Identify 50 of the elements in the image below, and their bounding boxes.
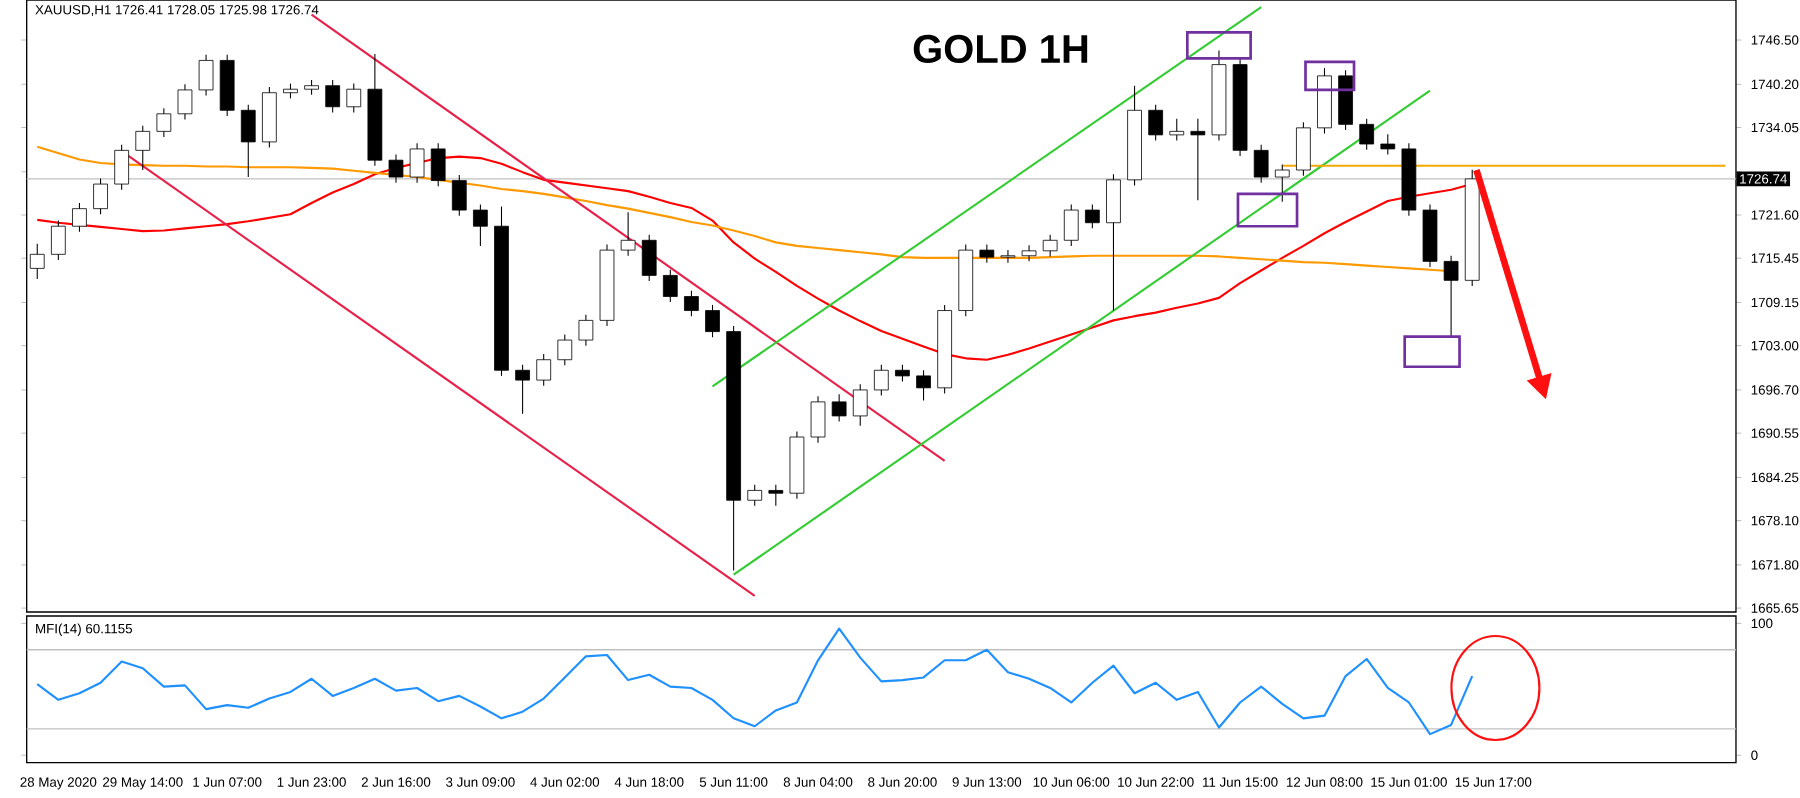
candlestick (873, 364, 889, 397)
candlestick (473, 203, 488, 247)
candlestick (1042, 234, 1058, 257)
candlestick (1148, 104, 1164, 142)
candlestick (325, 79, 341, 113)
text: GOLD 1H (913, 34, 1088, 64)
candlestick (177, 83, 193, 120)
candlestick (1084, 203, 1100, 229)
candlestick (156, 107, 172, 138)
candlestick (620, 211, 636, 257)
candlestick (684, 290, 699, 317)
candlestick (979, 243, 995, 264)
candlestick (1021, 244, 1037, 262)
candlestick (810, 395, 826, 444)
candlestick (1000, 249, 1016, 264)
candlestick (388, 154, 404, 184)
candlestick (451, 174, 467, 217)
candlestick (135, 125, 151, 171)
candlestick (1380, 133, 1396, 156)
candlestick (1169, 118, 1185, 142)
line-series (36, 627, 1474, 736)
candlestick (72, 202, 87, 233)
candlestick (430, 142, 446, 187)
candlestick (93, 177, 108, 215)
candlestick (1063, 203, 1079, 247)
candlestick (662, 269, 678, 303)
candlestick (114, 144, 130, 191)
candlestick (1106, 173, 1121, 312)
candlestick (578, 314, 594, 347)
candlestick (705, 304, 720, 338)
candlestick (557, 333, 573, 366)
candlestick (641, 234, 657, 282)
candlestick (1359, 118, 1375, 151)
candlestick (1296, 121, 1311, 177)
candlestick (852, 383, 868, 427)
candlestick (346, 83, 362, 113)
candlestick (536, 353, 552, 387)
candlestick (1253, 144, 1269, 184)
candlestick (768, 484, 784, 507)
candlestick (240, 104, 256, 178)
candlestick (198, 54, 214, 97)
candlestick (515, 364, 530, 415)
candlestick (409, 142, 425, 184)
candlestick (50, 220, 66, 261)
candlestick (747, 484, 763, 507)
candlestick (831, 393, 847, 423)
candlestick (916, 369, 931, 402)
candlestick (1443, 255, 1459, 338)
candlestick (1190, 118, 1206, 201)
candlestick (1274, 163, 1290, 203)
